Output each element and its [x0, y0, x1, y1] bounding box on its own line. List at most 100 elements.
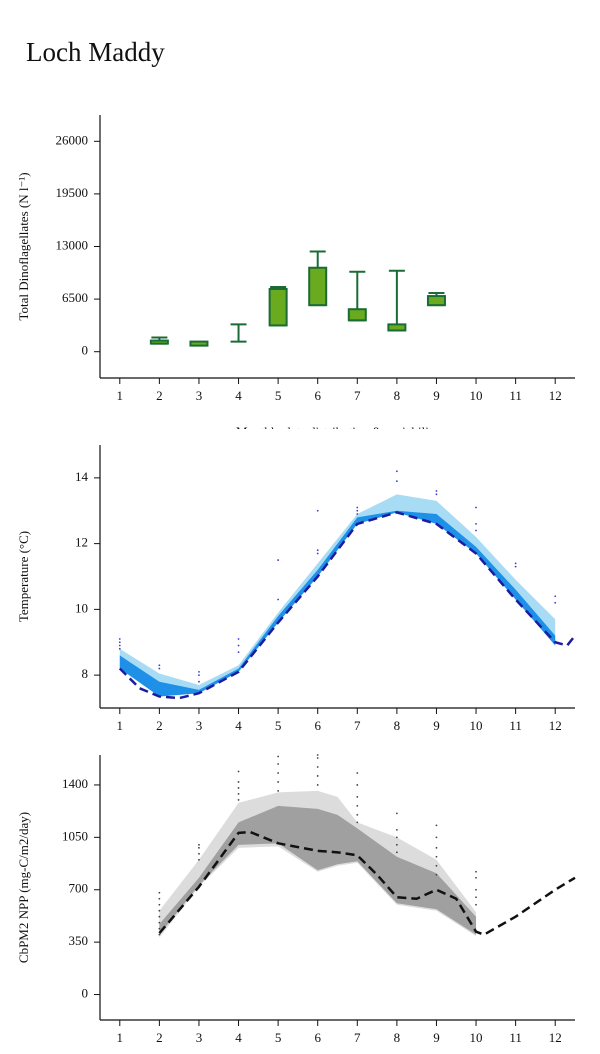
point	[316, 766, 319, 768]
x-tick-label: 8	[394, 1030, 401, 1045]
band	[119, 494, 556, 697]
box	[149, 339, 169, 345]
point	[118, 638, 121, 640]
point	[356, 813, 359, 816]
x-tick-label: 2	[156, 1030, 163, 1045]
point	[316, 509, 319, 512]
point	[356, 805, 359, 807]
x-tick-label: 2	[156, 718, 163, 733]
y-tick-label: 1400	[62, 776, 88, 791]
x-tick-label: 10	[470, 388, 483, 403]
point	[158, 909, 161, 912]
line	[118, 511, 576, 700]
x-tick-label: 7	[354, 718, 361, 733]
point	[118, 641, 121, 644]
x-tick-label: 11	[509, 1030, 522, 1045]
point	[277, 772, 280, 774]
point	[237, 799, 240, 801]
point	[475, 888, 477, 891]
point	[316, 549, 319, 552]
x-tick-label: 8	[394, 718, 401, 733]
y-tick-label: 10	[75, 600, 88, 615]
x-tick-label: 12	[549, 718, 562, 733]
point	[316, 757, 319, 759]
point	[237, 787, 240, 789]
y-axis-label: Total Dinoflagellates (N l⁻¹)	[16, 172, 31, 320]
y-tick-label: 1050	[62, 828, 88, 843]
point	[356, 821, 359, 824]
point	[395, 812, 398, 815]
point	[435, 864, 438, 867]
x-tick-label: 12	[549, 1030, 562, 1045]
y-tick-label: 0	[82, 343, 89, 358]
point	[514, 562, 517, 565]
x-tick-label: 5	[275, 388, 282, 403]
x-tick-label: 11	[509, 388, 522, 403]
box	[387, 323, 407, 332]
point	[198, 858, 200, 861]
x-axis-label: Monthly data distribution & variability	[236, 424, 439, 439]
x-tick-label: 6	[314, 1030, 321, 1045]
point	[198, 674, 200, 677]
point	[158, 891, 161, 894]
y-tick-label: 12	[75, 535, 88, 550]
x-tick-label: 3	[196, 718, 203, 733]
point	[277, 781, 280, 783]
y-tick-label: 700	[69, 881, 89, 896]
x-tick-label: 9	[433, 718, 440, 733]
point	[237, 651, 240, 654]
band	[159, 805, 477, 935]
point	[198, 843, 200, 846]
y-tick-label: 19500	[56, 185, 89, 200]
point	[158, 667, 161, 670]
point	[277, 790, 280, 792]
y-tick-label: 13000	[56, 237, 89, 252]
x-tick-label: 6	[314, 718, 321, 733]
point	[198, 670, 200, 673]
point	[475, 506, 477, 509]
box	[189, 340, 209, 347]
y-tick-label: 6500	[62, 290, 88, 305]
y-axis-label: CbPM2 NPP (mg-C/m2/day)	[16, 812, 31, 963]
point	[554, 595, 557, 598]
point	[356, 506, 359, 509]
y-tick-label: 8	[82, 666, 89, 681]
point	[356, 772, 359, 774]
x-tick-label: 11	[509, 718, 522, 733]
point	[475, 523, 477, 525]
point	[198, 846, 200, 849]
x-tick-label: 7	[354, 1030, 361, 1045]
point	[237, 781, 240, 783]
x-tick-label: 3	[196, 1030, 203, 1045]
point	[475, 529, 477, 532]
point	[158, 927, 161, 930]
point	[395, 851, 398, 854]
band	[119, 510, 556, 697]
box	[308, 266, 328, 307]
point	[237, 644, 240, 647]
x-tick-label: 8	[394, 388, 401, 403]
point	[158, 903, 161, 906]
point	[316, 784, 319, 786]
point	[395, 470, 398, 473]
point	[395, 843, 398, 846]
x-tick-label: 9	[433, 1030, 440, 1045]
point	[237, 638, 240, 640]
box	[426, 295, 446, 307]
point	[237, 770, 240, 773]
x-tick-label: 1	[117, 388, 124, 403]
point	[395, 836, 398, 839]
x-tick-label: 9	[433, 388, 440, 403]
point	[475, 876, 477, 879]
x-tick-label: 5	[275, 718, 282, 733]
x-tick-label: 5	[275, 1030, 282, 1045]
point	[356, 784, 359, 786]
x-tick-label: 7	[354, 388, 361, 403]
point	[435, 846, 438, 849]
y-tick-label: 14	[75, 469, 89, 484]
point	[198, 680, 200, 683]
point	[277, 755, 280, 758]
point	[118, 644, 121, 647]
